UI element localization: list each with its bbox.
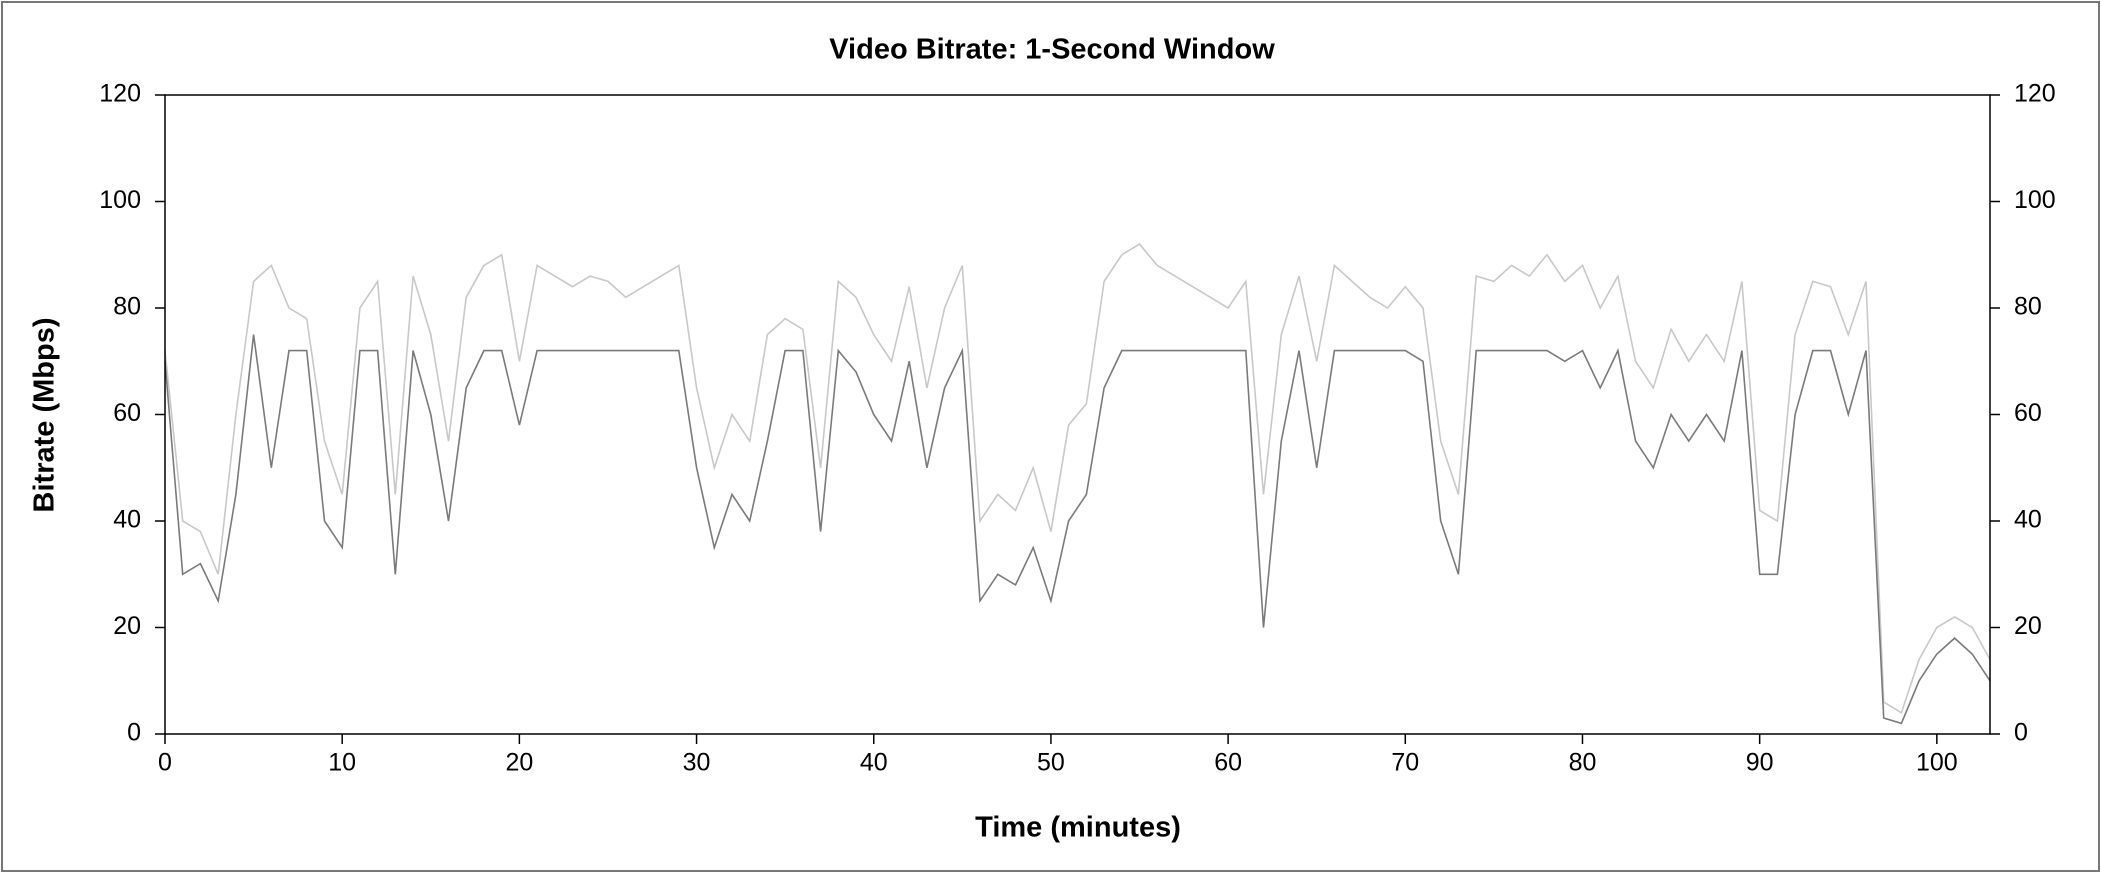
x-tick-label: 30 bbox=[683, 749, 711, 777]
y-tick-label: 0 bbox=[127, 719, 141, 747]
x-tick-label: 90 bbox=[1746, 749, 1774, 777]
x-tick-label: 20 bbox=[505, 749, 533, 777]
y-tick-label: 120 bbox=[99, 80, 141, 108]
x-axis-label: Time (minutes) bbox=[975, 812, 1181, 844]
y-tick-label: 20 bbox=[113, 612, 141, 640]
y-tick-label: 40 bbox=[113, 506, 141, 534]
y-tick-label: 60 bbox=[113, 399, 141, 427]
x-tick-label: 100 bbox=[1916, 749, 1958, 777]
x-tick-label: 0 bbox=[158, 749, 172, 777]
data-line bbox=[164, 334, 1991, 725]
data-line bbox=[164, 243, 1991, 714]
y2-tick-label: 100 bbox=[2014, 186, 2056, 214]
x-tick-label: 10 bbox=[328, 749, 356, 777]
y2-tick-label: 0 bbox=[2014, 719, 2028, 747]
x-tick-label: 70 bbox=[1391, 749, 1419, 777]
y-axis-label: Bitrate (Mbps) bbox=[29, 318, 61, 513]
y-tick-label: 100 bbox=[99, 186, 141, 214]
y2-tick-label: 80 bbox=[2014, 293, 2042, 321]
chart-title: Video Bitrate: 1-Second Window bbox=[829, 34, 1275, 66]
x-tick-label: 50 bbox=[1037, 749, 1065, 777]
x-tick-label: 40 bbox=[860, 749, 888, 777]
y-tick-label: 80 bbox=[113, 293, 141, 321]
y2-tick-label: 40 bbox=[2014, 506, 2042, 534]
y2-tick-label: 120 bbox=[2014, 80, 2056, 108]
x-tick-label: 80 bbox=[1569, 749, 1597, 777]
y2-tick-label: 60 bbox=[2014, 399, 2042, 427]
x-tick-label: 60 bbox=[1214, 749, 1242, 777]
y2-tick-label: 20 bbox=[2014, 612, 2042, 640]
